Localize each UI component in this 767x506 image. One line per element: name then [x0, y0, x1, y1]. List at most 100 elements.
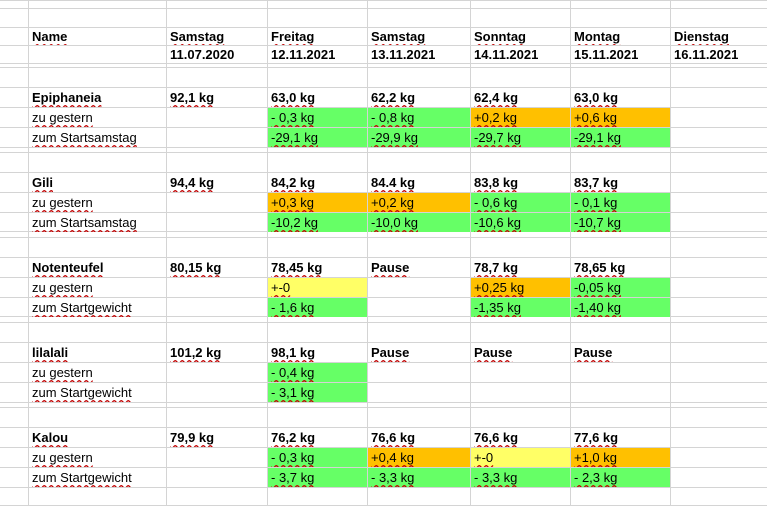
- total-cell[interactable]: [368, 298, 470, 317]
- delta-cell[interactable]: [368, 363, 470, 382]
- weight-cell[interactable]: 78,45 kg: [271, 260, 323, 275]
- total-cell[interactable]: -29,1 kg: [268, 128, 367, 147]
- delta-cell[interactable]: [671, 278, 767, 297]
- weight-cell[interactable]: 78,7 kg: [474, 260, 519, 275]
- delta-cell[interactable]: - 0,6 kg: [471, 193, 570, 212]
- weight-cell[interactable]: 92,1 kg: [170, 90, 215, 105]
- weight-cell[interactable]: 63,0 kg: [271, 90, 316, 105]
- weight-cell[interactable]: Pause: [371, 260, 410, 275]
- delta-cell[interactable]: [167, 363, 267, 382]
- header-weekday-cell[interactable]: Samstag: [170, 29, 225, 44]
- delta-cell[interactable]: [368, 278, 470, 297]
- weight-cell[interactable]: 62,2 kg: [371, 90, 416, 105]
- total-cell[interactable]: - 3,3 kg: [368, 468, 470, 487]
- member-name-cell[interactable]: Notenteufel: [32, 260, 104, 275]
- header-date-cell[interactable]: 16.11.2021: [674, 47, 739, 62]
- delta-cell[interactable]: - 0,8 kg: [368, 108, 470, 127]
- total-cell[interactable]: -29,1 kg: [571, 128, 670, 147]
- delta-cell[interactable]: - 0,1 kg: [571, 193, 670, 212]
- delta-cell[interactable]: +0,3 kg: [268, 193, 367, 212]
- weight-cell[interactable]: 83,7 kg: [574, 175, 619, 190]
- total-cell[interactable]: [671, 383, 767, 402]
- total-label-cell[interactable]: zum Startgewicht: [32, 470, 132, 485]
- weight-cell[interactable]: 84,2 kg: [271, 175, 316, 190]
- total-cell[interactable]: -10,7 kg: [571, 213, 670, 232]
- total-cell[interactable]: - 3,7 kg: [268, 468, 367, 487]
- delta-cell[interactable]: +0,2 kg: [368, 193, 470, 212]
- total-cell[interactable]: -10,0 kg: [368, 213, 470, 232]
- delta-cell[interactable]: [571, 363, 670, 382]
- weight-cell[interactable]: 80,15 kg: [170, 260, 222, 275]
- weight-cell[interactable]: 84.4 kg: [371, 175, 416, 190]
- total-cell[interactable]: [167, 128, 267, 147]
- delta-cell[interactable]: +-0: [268, 278, 367, 297]
- weight-cell[interactable]: Pause: [371, 345, 410, 360]
- header-name-cell[interactable]: Name: [32, 29, 68, 44]
- weight-cell[interactable]: [671, 343, 767, 362]
- total-cell[interactable]: -29,9 kg: [368, 128, 470, 147]
- total-label-cell[interactable]: zum Startsamstag: [32, 130, 137, 145]
- delta-label-cell[interactable]: zu gestern: [32, 365, 93, 380]
- weight-cell[interactable]: [671, 428, 767, 447]
- delta-cell[interactable]: +0,25 kg: [471, 278, 570, 297]
- weight-cell[interactable]: 76,2 kg: [271, 430, 316, 445]
- delta-label-cell[interactable]: zu gestern: [32, 280, 93, 295]
- total-cell[interactable]: - 1,6 kg: [268, 298, 367, 317]
- header-date-cell[interactable]: 14.11.2021: [474, 47, 539, 62]
- total-cell[interactable]: [167, 383, 267, 402]
- delta-cell[interactable]: [671, 363, 767, 382]
- total-cell[interactable]: -1,40 kg: [571, 298, 670, 317]
- total-cell[interactable]: -10,2 kg: [268, 213, 367, 232]
- delta-cell[interactable]: [671, 193, 767, 212]
- weight-cell[interactable]: 83,8 kg: [474, 175, 519, 190]
- total-cell[interactable]: - 3,1 kg: [268, 383, 367, 402]
- member-name-cell[interactable]: Gili: [32, 175, 53, 190]
- delta-label-cell[interactable]: zu gestern: [32, 110, 93, 125]
- weight-cell[interactable]: 98,1 kg: [271, 345, 316, 360]
- header-weekday-cell[interactable]: Sonntag: [474, 29, 526, 44]
- header-date-cell[interactable]: 12.11.2021: [271, 47, 336, 62]
- total-cell[interactable]: [671, 213, 767, 232]
- total-cell[interactable]: - 3,3 kg: [471, 468, 570, 487]
- total-cell[interactable]: -10,6 kg: [471, 213, 570, 232]
- delta-cell[interactable]: +0,6 kg: [571, 108, 670, 127]
- total-cell[interactable]: - 2,3 kg: [571, 468, 670, 487]
- member-name-cell[interactable]: Kalou: [32, 430, 69, 445]
- total-cell[interactable]: [167, 213, 267, 232]
- total-cell[interactable]: [368, 383, 470, 402]
- total-cell[interactable]: [167, 468, 267, 487]
- weight-cell[interactable]: 77,6 kg: [574, 430, 619, 445]
- weight-cell[interactable]: 76,6 kg: [371, 430, 416, 445]
- total-label-cell[interactable]: zum Startgewicht: [32, 385, 132, 400]
- delta-cell[interactable]: +-0: [471, 448, 570, 467]
- weight-cell[interactable]: 76,6 kg: [474, 430, 519, 445]
- total-label-cell[interactable]: zum Startgewicht: [32, 300, 132, 315]
- total-cell[interactable]: [167, 298, 267, 317]
- total-label-cell[interactable]: zum Startsamstag: [32, 215, 137, 230]
- weight-cell[interactable]: [671, 88, 767, 107]
- total-cell[interactable]: [471, 383, 570, 402]
- header-weekday-cell[interactable]: Montag: [574, 29, 621, 44]
- delta-cell[interactable]: [671, 448, 767, 467]
- delta-cell[interactable]: [167, 108, 267, 127]
- delta-cell[interactable]: [471, 363, 570, 382]
- weight-cell[interactable]: 94,4 kg: [170, 175, 215, 190]
- weight-cell[interactable]: 63,0 kg: [574, 90, 619, 105]
- delta-cell[interactable]: [671, 108, 767, 127]
- total-cell[interactable]: [671, 298, 767, 317]
- delta-label-cell[interactable]: zu gestern: [32, 450, 93, 465]
- header-weekday-cell[interactable]: Samstag: [371, 29, 426, 44]
- weight-cell[interactable]: 101,2 kg: [170, 345, 222, 360]
- delta-cell[interactable]: +0,4 kg: [368, 448, 470, 467]
- delta-cell[interactable]: [167, 448, 267, 467]
- weight-cell[interactable]: Pause: [474, 345, 513, 360]
- weight-cell[interactable]: 62,4 kg: [474, 90, 519, 105]
- delta-cell[interactable]: - 0,4 kg: [268, 363, 367, 382]
- header-weekday-cell[interactable]: Freitag: [271, 29, 315, 44]
- delta-cell[interactable]: +0,2 kg: [471, 108, 570, 127]
- delta-label-cell[interactable]: zu gestern: [32, 195, 93, 210]
- total-cell[interactable]: [671, 128, 767, 147]
- total-cell[interactable]: [571, 383, 670, 402]
- total-cell[interactable]: -1,35 kg: [471, 298, 570, 317]
- delta-cell[interactable]: +1,0 kg: [571, 448, 670, 467]
